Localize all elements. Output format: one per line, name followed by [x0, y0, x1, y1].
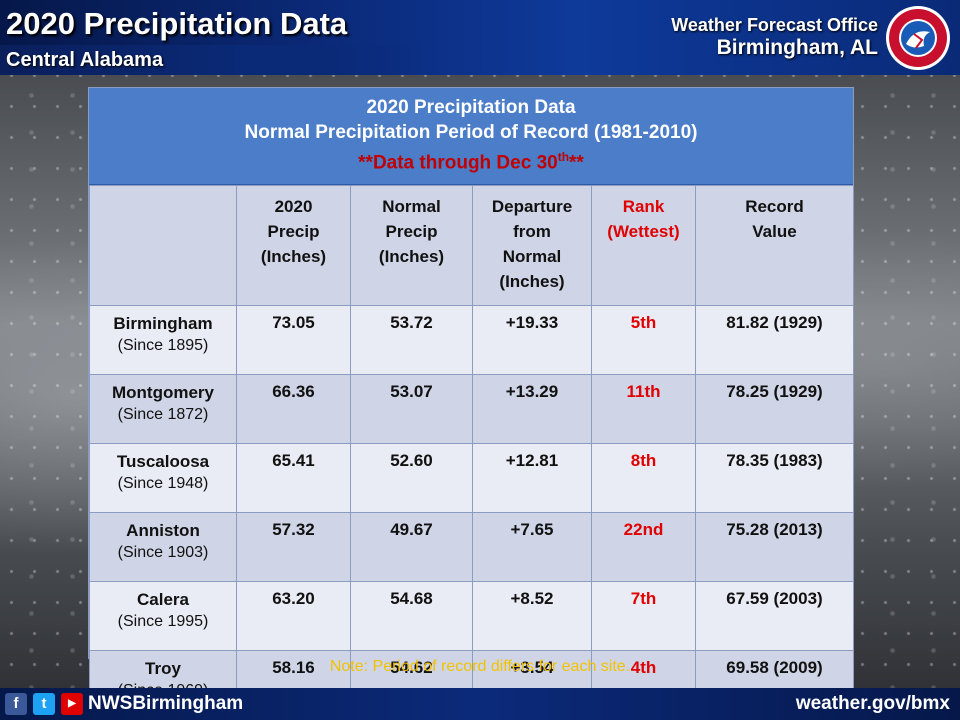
site-cell: Calera (Since 1995) — [89, 581, 237, 651]
site-name: Anniston — [126, 521, 200, 540]
facebook-icon[interactable]: f — [5, 693, 27, 715]
office-line1: Weather Forecast Office — [671, 15, 878, 35]
departure-cell: +13.29 — [472, 374, 592, 444]
precip-column-header: 2020 Precip (Inches) — [236, 185, 351, 306]
normal-cell: 49.67 — [350, 512, 473, 582]
departure-cell: +7.65 — [472, 512, 592, 582]
site-cell: Birmingham (Since 1895) — [89, 305, 237, 375]
region-subtitle: Central Alabama — [6, 49, 164, 71]
site-name: Birmingham — [113, 314, 213, 333]
office-name: Weather Forecast Office Birmingham, AL — [671, 14, 878, 60]
site-name: Montgomery — [112, 383, 214, 402]
site-cell: Anniston (Since 1903) — [89, 512, 237, 582]
record-cell: 67.59 (2003) — [695, 581, 854, 651]
table-row: Birmingham (Since 1895) 73.05 53.72 +19.33 5t… — [89, 305, 854, 375]
rank-cell: 11th — [591, 374, 696, 444]
precip-table-panel: 2020 Precipitation Data Normal Precipita… — [88, 87, 854, 720]
table-period: Normal Precipitation Period of Record (1… — [244, 122, 698, 143]
table-row: Montgomery (Since 1872) 66.36 53.07 +13.29 11… — [89, 374, 854, 444]
site-since: (Since 1872) — [117, 406, 209, 423]
page-title: 2020 Precipitation Data — [6, 6, 348, 41]
nws-logo-icon — [886, 6, 950, 70]
site-since: (Since 1895) — [117, 337, 209, 354]
rank-cell: 22nd — [591, 512, 696, 582]
precip-cell: 66.36 — [236, 374, 351, 444]
site-since: (Since 1903) — [117, 544, 209, 561]
youtube-icon[interactable]: ▶ — [61, 693, 83, 715]
site-cell: Montgomery (Since 1872) — [89, 374, 237, 444]
precip-cell: 57.32 — [236, 512, 351, 582]
site-since: (Since 1948) — [117, 475, 209, 492]
normal-cell: 52.60 — [350, 443, 473, 513]
site-column-header — [89, 185, 237, 306]
normal-cell: 53.07 — [350, 374, 473, 444]
subtitle-bar: Central Alabama — [0, 45, 430, 75]
table-header: 2020 Precipitation Data Normal Precipita… — [89, 88, 853, 185]
record-cell: 75.28 (2013) — [695, 512, 854, 582]
rank-cell: 5th — [591, 305, 696, 375]
social-handle: NWSBirmingham — [88, 693, 244, 714]
footer-bar: f t ▶ NWSBirmingham weather.gov/bmx — [0, 688, 960, 720]
site-name: Calera — [137, 590, 189, 609]
record-cell: 78.25 (1929) — [695, 374, 854, 444]
site-name: Tuscaloosa — [116, 452, 210, 471]
site-since: (Since 1995) — [117, 613, 209, 630]
rank-cell: 8th — [591, 443, 696, 513]
record-column-header: Record Value — [695, 185, 854, 306]
column-header-row: 2020 Precip (Inches) Normal Precip (Inches) … — [89, 185, 854, 306]
normal-cell: 54.68 — [350, 581, 473, 651]
record-cell: 78.35 (1983) — [695, 443, 854, 513]
departure-column-header: Departure from Normal (Inches) — [472, 185, 592, 306]
header-banner: 2020 Precipitation Data Central Alabama … — [0, 0, 960, 75]
rank-column-header: Rank (Wettest) — [591, 185, 696, 306]
website-link[interactable]: weather.gov/bmx — [795, 693, 950, 714]
table-row: Anniston (Since 1903) 57.32 49.67 +7.65 22nd 7… — [89, 512, 854, 582]
site-name: Troy — [145, 659, 181, 678]
precip-cell: 73.05 — [236, 305, 351, 375]
site-cell: Tuscaloosa (Since 1948) — [89, 443, 237, 513]
precip-cell: 63.20 — [236, 581, 351, 651]
precip-cell: 65.41 — [236, 443, 351, 513]
office-line2: Birmingham, AL — [716, 36, 878, 59]
data-through-note: **Data through Dec 30th** — [358, 150, 584, 174]
table-row: Tuscaloosa (Since 1948) 65.41 52.60 +12.81 8t… — [89, 443, 854, 513]
departure-cell: +19.33 — [472, 305, 592, 375]
record-cell: 81.82 (1929) — [695, 305, 854, 375]
precip-table: 2020 Precip (Inches) Normal Precip (Inches) … — [89, 185, 854, 720]
normal-column-header: Normal Precip (Inches) — [350, 185, 473, 306]
table-row: Calera (Since 1995) 63.20 54.68 +8.52 7th 67.5… — [89, 581, 854, 651]
twitter-icon[interactable]: t — [33, 693, 55, 715]
departure-cell: +12.81 — [472, 443, 592, 513]
table-title: 2020 Precipitation Data — [366, 97, 576, 118]
normal-cell: 53.72 — [350, 305, 473, 375]
rank-cell: 7th — [591, 581, 696, 651]
departure-cell: +8.52 — [472, 581, 592, 651]
footnote: Note: Period of record differs for each … — [329, 658, 631, 675]
